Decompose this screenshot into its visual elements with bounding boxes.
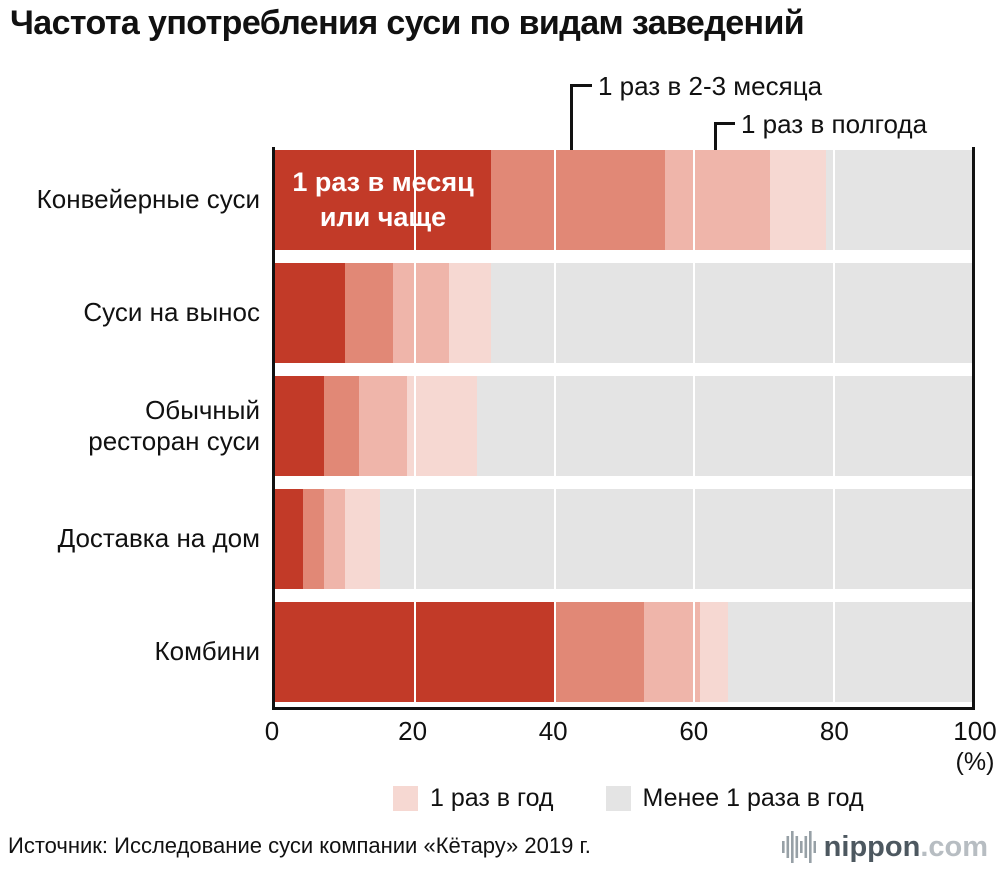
bar-segment xyxy=(769,150,826,250)
bar-segment: 1 раз в месяц или чаще xyxy=(275,150,492,250)
legend-swatch-once-a-year xyxy=(393,786,418,811)
bar-segment xyxy=(275,376,324,476)
legend-item-once-a-year: 1 раз в год xyxy=(393,784,554,813)
callout-label-half-year: 1 раз в полгода xyxy=(741,109,928,139)
legend-item-less-than-once-a-year: Менее 1 раза в год xyxy=(605,784,864,813)
x-tick-label: 100 xyxy=(953,716,997,746)
category-label: Обычный ресторан суси xyxy=(88,394,260,456)
bar-segment xyxy=(302,489,324,589)
bar-segment xyxy=(644,602,701,702)
category-labels: Конвейерные суси Суси на вынос Обычный рес… xyxy=(0,147,260,710)
callout-line-half-year xyxy=(714,122,735,150)
bar-segment xyxy=(491,150,666,250)
bar-segment xyxy=(379,489,972,589)
bar-segment xyxy=(825,150,972,250)
bar-segment xyxy=(344,489,380,589)
bar-segment xyxy=(275,263,345,363)
category-label: Доставка на дом xyxy=(57,523,260,554)
bar-row-2 xyxy=(275,263,972,363)
x-axis-unit: (%) xyxy=(955,748,995,776)
source-note: Источник: Исследование суси компании «Кё… xyxy=(8,833,591,858)
bar-row-4 xyxy=(275,489,972,589)
bar-segment xyxy=(449,263,492,363)
x-axis-ticks: 0 20 40 60 80 100 xyxy=(265,716,997,750)
gridline xyxy=(693,147,696,707)
bar-segment xyxy=(275,489,303,589)
bar-row-1: 1 раз в месяц или чаще xyxy=(275,150,972,250)
x-tick-label: 80 xyxy=(819,716,849,746)
x-tick-label: 20 xyxy=(398,716,428,746)
callout-label-2-3-months: 1 раз в 2-3 месяца xyxy=(598,71,823,101)
legend-swatch-less-than-once-a-year xyxy=(605,786,631,811)
nippon-logo: nippon.com xyxy=(781,828,988,866)
category-label: Конвейерные суси xyxy=(36,184,260,215)
gridline xyxy=(553,147,556,707)
logo-name: nippon xyxy=(823,830,921,863)
bar-segment xyxy=(358,376,408,476)
plot-area: 1 раз в месяц или чаще xyxy=(272,147,975,710)
gridline xyxy=(414,147,417,707)
bar-segment xyxy=(323,376,359,476)
bar-segment xyxy=(407,376,478,476)
soundwave-icon xyxy=(781,831,816,863)
bar-row-3 xyxy=(275,376,972,476)
x-tick-label: 60 xyxy=(679,716,709,746)
bar-segment xyxy=(323,489,345,589)
gridline xyxy=(832,147,835,707)
chart-title: Частота употребления суси по видам завед… xyxy=(10,4,805,42)
bar-segment xyxy=(553,602,645,702)
bar-segment xyxy=(393,263,450,363)
bar-segment xyxy=(491,263,972,363)
callout-line-2-3-months xyxy=(570,84,592,150)
legend-label: Менее 1 раза в год xyxy=(642,784,864,812)
bar-segment xyxy=(700,602,729,702)
category-label: Комбини xyxy=(154,636,261,667)
bar-row-5 xyxy=(275,602,972,702)
bar-segment xyxy=(665,150,770,250)
bar-segment xyxy=(728,602,972,702)
bar-segment xyxy=(344,263,394,363)
bar-inner-label: 1 раз в месяц или чаще xyxy=(292,166,474,232)
legend-label: 1 раз в год xyxy=(430,784,554,812)
category-label: Суси на вынос xyxy=(83,297,260,328)
bar-segment xyxy=(477,376,972,476)
legend: 1 раз в год Менее 1 раза в год xyxy=(393,784,864,813)
logo-tld: .com xyxy=(920,830,988,863)
x-tick-label: 0 xyxy=(264,716,280,746)
x-tick-label: 40 xyxy=(538,716,568,746)
